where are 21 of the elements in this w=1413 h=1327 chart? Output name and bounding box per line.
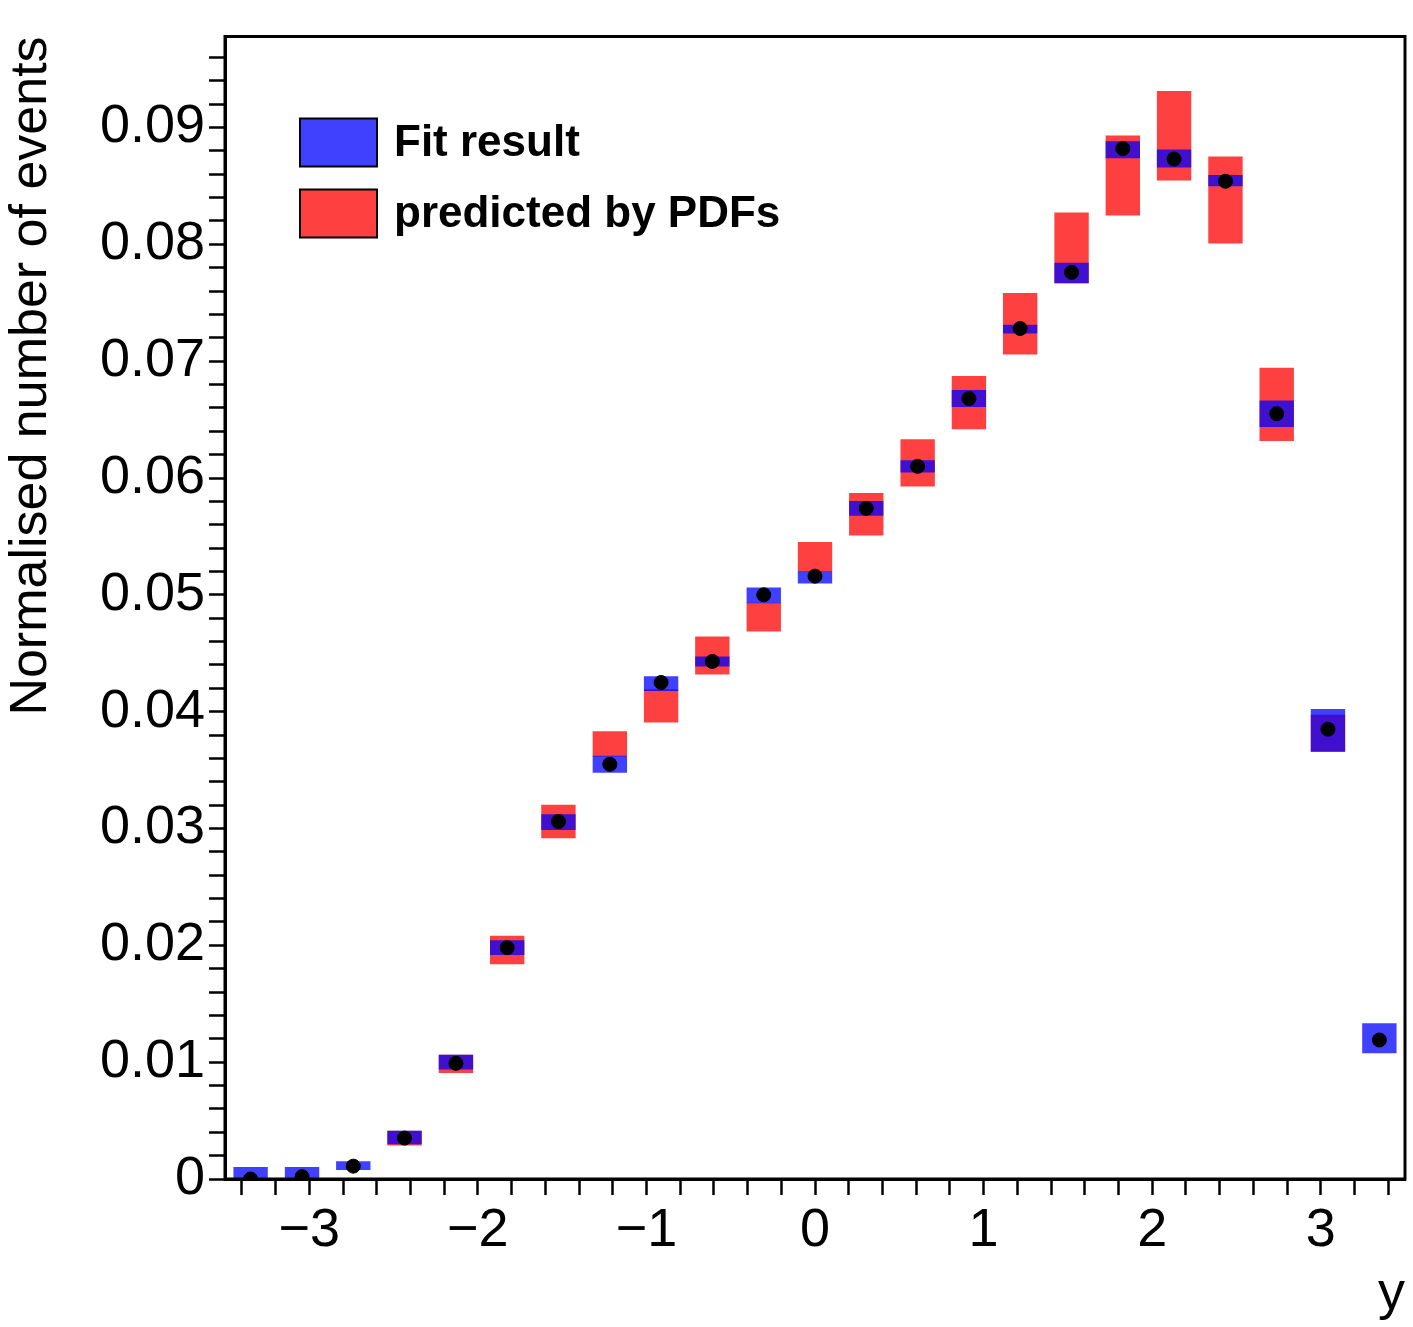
x-tick-label: 2 — [1137, 1197, 1168, 1258]
x-tick-label: −3 — [278, 1197, 341, 1258]
y-tick-label: 0.07 — [99, 327, 205, 388]
y-tick-label: 0.02 — [99, 911, 205, 972]
y-tick-label: 0.08 — [99, 210, 205, 271]
x-tick-label: −1 — [615, 1197, 678, 1258]
x-tick-label: 0 — [799, 1197, 831, 1258]
y-tick-label: 0.04 — [99, 677, 205, 738]
y-tick-label: 0.09 — [99, 93, 205, 154]
x-tick-label: 1 — [968, 1197, 999, 1258]
y-tick-label: 0.05 — [99, 560, 205, 621]
legend-label: Fit result — [394, 115, 581, 165]
y-tick-label: 0.01 — [99, 1028, 205, 1089]
y-tick-label: 0 — [174, 1144, 205, 1205]
legend-label: predicted by PDFs — [394, 186, 781, 236]
x-tick-label: 3 — [1305, 1197, 1336, 1258]
y-axis-title: Normalised number of events — [0, 36, 57, 716]
x-axis-title: y — [1378, 1260, 1405, 1321]
x-tick-label: −2 — [447, 1197, 509, 1258]
y-tick-label: 0.03 — [99, 794, 205, 855]
y-tick-label: 0.06 — [99, 443, 205, 504]
